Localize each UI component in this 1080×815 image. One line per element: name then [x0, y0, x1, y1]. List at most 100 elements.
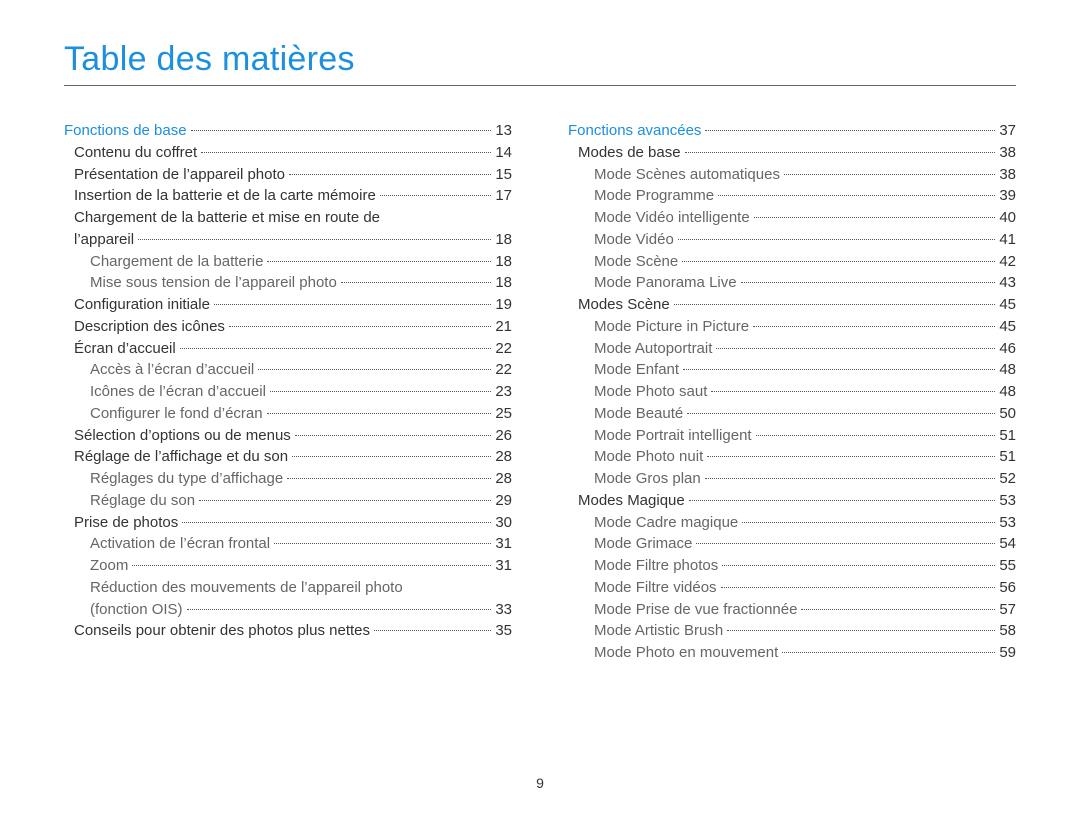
toc-entry[interactable]: Contenu du coffret14 — [64, 142, 512, 164]
leader-dots — [214, 304, 491, 305]
toc-entry[interactable]: Mode Grimace54 — [568, 533, 1016, 555]
toc-entry[interactable]: Description des icônes21 — [64, 316, 512, 338]
toc-entry[interactable]: Zoom31 — [64, 555, 512, 577]
toc-entry-label: Sélection d’options ou de menus — [74, 425, 291, 447]
toc-entry[interactable]: Mode Photo saut48 — [568, 381, 1016, 403]
toc-entry[interactable]: Mode Portrait intelligent51 — [568, 425, 1016, 447]
toc-entry[interactable]: Mise sous tension de l’appareil photo18 — [64, 272, 512, 294]
toc-entry-page: 22 — [495, 338, 512, 360]
leader-dots — [287, 478, 491, 479]
toc-entry[interactable]: Mode Vidéo intelligente40 — [568, 207, 1016, 229]
leader-dots — [782, 652, 995, 653]
toc-entry-page: 46 — [999, 338, 1016, 360]
toc-entry-page: 50 — [999, 403, 1016, 425]
toc-entry-page: 43 — [999, 272, 1016, 294]
toc-entry[interactable]: Modes Scène45 — [568, 294, 1016, 316]
toc-entry[interactable]: Modes de base38 — [568, 142, 1016, 164]
toc-entry[interactable]: (fonction OIS)33 — [64, 599, 512, 621]
leader-dots — [201, 152, 491, 153]
leader-dots — [289, 174, 491, 175]
leader-dots — [689, 500, 996, 501]
leader-dots — [138, 239, 491, 240]
toc-entry[interactable]: Icônes de l’écran d’accueil23 — [64, 381, 512, 403]
toc-entry[interactable]: Réduction des mouvements de l’appareil p… — [64, 577, 512, 599]
toc-entry-label: Mode Gros plan — [594, 468, 701, 490]
toc-entry-page: 54 — [999, 533, 1016, 555]
leader-dots — [295, 435, 492, 436]
toc-entry-label: Contenu du coffret — [74, 142, 197, 164]
toc-entry[interactable]: Mode Filtre photos55 — [568, 555, 1016, 577]
toc-entry[interactable]: Sélection d’options ou de menus 26 — [64, 425, 512, 447]
toc-entry-label: Mode Programme — [594, 185, 714, 207]
toc-entry[interactable]: Mode Programme39 — [568, 185, 1016, 207]
toc-entry[interactable]: Conseils pour obtenir des photos plus ne… — [64, 620, 512, 642]
leader-dots — [687, 413, 995, 414]
toc-entry-page: 25 — [495, 403, 512, 425]
page-number: 9 — [0, 775, 1080, 791]
toc-entry[interactable]: Présentation de l’appareil photo15 — [64, 164, 512, 186]
leader-dots — [229, 326, 491, 327]
toc-entry[interactable]: Mode Autoportrait46 — [568, 338, 1016, 360]
toc-entry[interactable]: Activation de l’écran frontal31 — [64, 533, 512, 555]
toc-entry-label: Réglage de l’affichage et du son — [74, 446, 288, 468]
toc-entry[interactable]: Modes Magique53 — [568, 490, 1016, 512]
toc-entry-label: Mode Vidéo intelligente — [594, 207, 750, 229]
toc-entry-page: 55 — [999, 555, 1016, 577]
toc-entry[interactable]: Mode Vidéo41 — [568, 229, 1016, 251]
toc-entry[interactable]: Mode Photo en mouvement59 — [568, 642, 1016, 664]
toc-entry-page: 17 — [495, 185, 512, 207]
toc-entry-page: 38 — [999, 142, 1016, 164]
toc-entry[interactable]: Mode Scènes automatiques38 — [568, 164, 1016, 186]
toc-entry[interactable]: Configuration initiale19 — [64, 294, 512, 316]
leader-dots — [784, 174, 995, 175]
toc-entry-label: Mode Cadre magique — [594, 512, 738, 534]
leader-dots — [705, 130, 995, 131]
toc-entry[interactable]: Chargement de la batterie18 — [64, 251, 512, 273]
leader-dots — [374, 630, 491, 631]
toc-entry[interactable]: Mode Photo nuit51 — [568, 446, 1016, 468]
toc-entry-label: Mode Portrait intelligent — [594, 425, 752, 447]
leader-dots — [756, 435, 996, 436]
leader-dots — [711, 391, 995, 392]
leader-dots — [267, 413, 492, 414]
toc-entry[interactable]: Mode Panorama Live43 — [568, 272, 1016, 294]
toc-entry[interactable]: l’appareil18 — [64, 229, 512, 251]
toc-entry[interactable]: Mode Scène42 — [568, 251, 1016, 273]
toc-entry-page: 42 — [999, 251, 1016, 273]
leader-dots — [707, 456, 995, 457]
toc-entry[interactable]: Écran d’accueil22 — [64, 338, 512, 360]
toc-entry[interactable]: Mode Gros plan52 — [568, 468, 1016, 490]
toc-entry[interactable]: Réglage du son29 — [64, 490, 512, 512]
leader-dots — [727, 630, 995, 631]
toc-entry-page: 51 — [999, 446, 1016, 468]
toc-entry[interactable]: Accès à l’écran d’accueil22 — [64, 359, 512, 381]
toc-entry-page: 26 — [495, 425, 512, 447]
toc-entry[interactable]: Réglage de l’affichage et du son28 — [64, 446, 512, 468]
leader-dots — [685, 152, 996, 153]
toc-entry[interactable]: Mode Enfant48 — [568, 359, 1016, 381]
toc-entry[interactable]: Mode Cadre magique53 — [568, 512, 1016, 534]
toc-entry-label: Réglages du type d’affichage — [90, 468, 283, 490]
toc-entry-page: 31 — [495, 533, 512, 555]
leader-dots — [683, 369, 995, 370]
toc-entry-page: 56 — [999, 577, 1016, 599]
toc-entry[interactable]: Réglages du type d’affichage28 — [64, 468, 512, 490]
toc-entry[interactable]: Fonctions de base13 — [64, 120, 512, 142]
toc-entry[interactable]: Mode Artistic Brush58 — [568, 620, 1016, 642]
toc-entry[interactable]: Mode Picture in Picture45 — [568, 316, 1016, 338]
toc-entry[interactable]: Chargement de la batterie et mise en rou… — [64, 207, 512, 229]
toc-entry[interactable]: Configurer le fond d’écran25 — [64, 403, 512, 425]
toc-entry-label: Mode Enfant — [594, 359, 679, 381]
toc-entry[interactable]: Fonctions avancées37 — [568, 120, 1016, 142]
toc-entry[interactable]: Prise de photos30 — [64, 512, 512, 534]
toc-entry-page: 21 — [495, 316, 512, 338]
toc-entry-page: 31 — [495, 555, 512, 577]
toc-columns: Fonctions de base13Contenu du coffret14P… — [64, 120, 1016, 664]
toc-entry[interactable]: Insertion de la batterie et de la carte … — [64, 185, 512, 207]
leader-dots — [801, 609, 995, 610]
toc-entry[interactable]: Mode Beauté50 — [568, 403, 1016, 425]
toc-entry[interactable]: Mode Filtre vidéos56 — [568, 577, 1016, 599]
toc-entry[interactable]: Mode Prise de vue fractionnée57 — [568, 599, 1016, 621]
toc-entry-label: Configuration initiale — [74, 294, 210, 316]
toc-entry-page: 57 — [999, 599, 1016, 621]
